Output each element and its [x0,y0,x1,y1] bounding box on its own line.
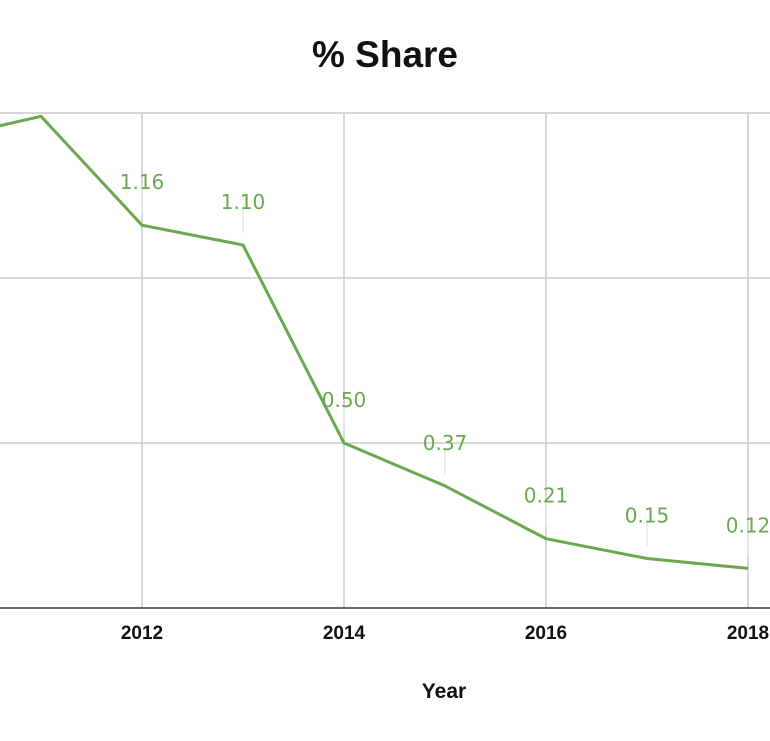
x-axis-title: Year [422,680,466,703]
data-label: 1.16 [120,170,165,194]
series-line [0,114,749,570]
x-tick-label: 2012 [121,623,163,644]
data-label: 0.12 [726,513,770,537]
chart-title: % Share [311,34,458,75]
data-label-group: 1.16 1.10 0.50 0.37 0.21 0.15 0.12 [120,170,770,557]
data-label: 0.37 [423,431,468,455]
data-label: 0.21 [524,484,569,508]
axes: 2012 2014 2016 2018 [0,607,770,644]
grid [0,112,770,608]
data-label: 1.10 [221,190,266,214]
data-label: 0.50 [322,388,367,412]
x-tick-label: 2014 [323,623,366,644]
series-line-group [0,114,749,570]
x-tick-label: 2016 [525,623,567,644]
x-tick-label: 2018 [727,623,769,644]
data-label: 0.15 [625,504,670,528]
